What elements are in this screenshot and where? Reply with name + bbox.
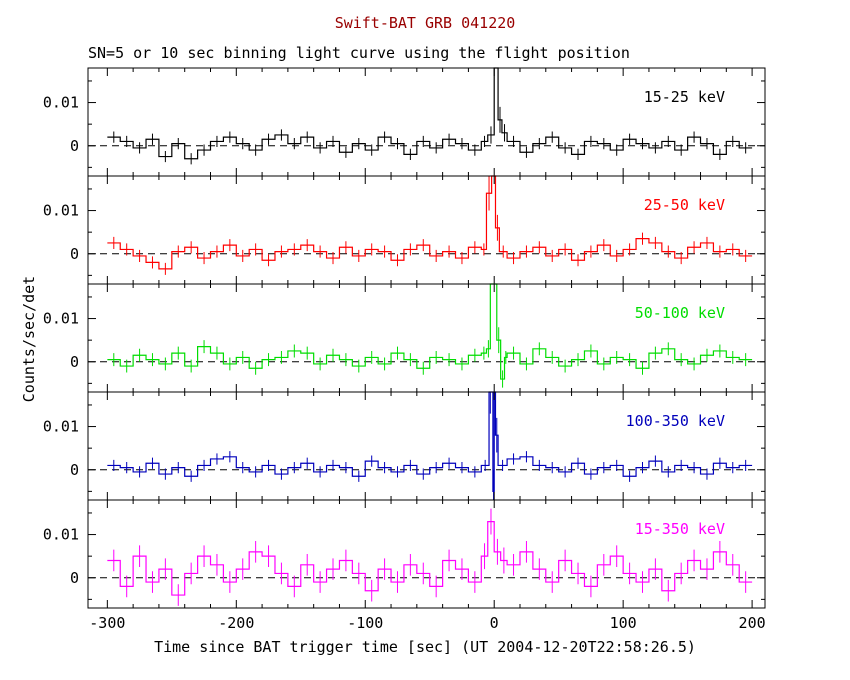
light-curve-100-350-kev <box>107 391 753 492</box>
x-tick-label: 0 <box>490 614 499 632</box>
y-tick-label: 0.01 <box>43 94 79 112</box>
x-tick-label: 200 <box>739 614 766 632</box>
chart-subtitle: SN=5 or 10 sec binning light curve using… <box>88 44 630 62</box>
x-tick-label: -200 <box>218 614 254 632</box>
panel-label-100-350-kev: 100-350 keV <box>626 412 725 430</box>
panel-100-350-kev: 0 0.01 100-350 keV <box>43 391 766 501</box>
light-curve-25-50-kev <box>107 175 753 270</box>
y-tick-label: 0 <box>70 353 79 371</box>
panel-label-50-100-kev: 50-100 keV <box>635 304 725 322</box>
panel-label-25-50-kev: 25-50 keV <box>644 196 725 214</box>
light-curve-15-25-kev <box>107 67 753 160</box>
error-bars-25-50-kev <box>113 176 747 275</box>
y-tick-label: 0.01 <box>43 202 79 220</box>
y-tick-label: 0.01 <box>43 418 79 436</box>
x-tick-label: -300 <box>89 614 125 632</box>
error-bars-100-350-kev <box>113 392 747 500</box>
panel-frame <box>87 175 766 285</box>
y-tick-label: 0.01 <box>43 526 79 544</box>
panel-label-15-25-kev: 15-25 keV <box>644 88 725 106</box>
light-curve-15-350-kev <box>107 521 753 596</box>
y-tick-label: 0 <box>70 137 79 155</box>
x-tick-label: 100 <box>610 614 637 632</box>
error-bars-50-100-kev <box>113 327 747 388</box>
panel-15-25-kev: 0 0.01 15-25 keV <box>43 67 766 177</box>
panel-frame <box>87 283 766 393</box>
y-tick-label: 0 <box>70 245 79 263</box>
light-curve-50-100-kev <box>107 283 753 380</box>
y-tick-label: 0 <box>70 461 79 479</box>
panel-frame <box>87 499 766 609</box>
x-tick-label: -100 <box>347 614 383 632</box>
panel-label-15-350-kev: 15-350 keV <box>635 520 725 538</box>
y-tick-label: 0.01 <box>43 310 79 328</box>
panel-frame <box>87 67 766 177</box>
y-axis-label: Counts/sec/det <box>20 275 38 403</box>
panel-15-350-kev: 0 0.01 15-350 keV <box>43 499 766 609</box>
panel-50-100-kev: 0 0.01 50-100 keV <box>43 283 766 393</box>
chart-title: Swift-BAT GRB 041220 <box>334 14 516 32</box>
x-axis-label: Time since BAT trigger time [sec] (UT 20… <box>154 638 696 656</box>
panel-frame <box>87 391 766 501</box>
y-tick-label: 0 <box>70 569 79 587</box>
panel-25-50-kev: 0 0.01 25-50 keV <box>43 175 766 285</box>
